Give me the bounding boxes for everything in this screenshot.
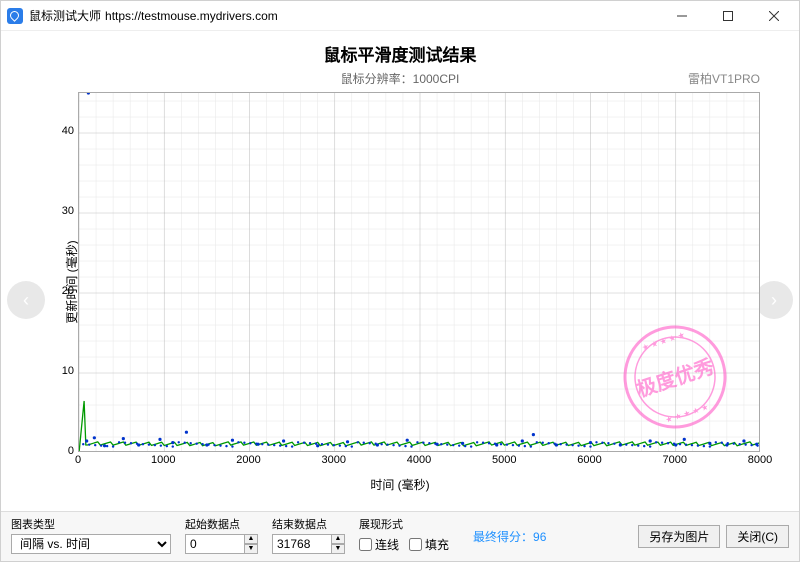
end-point-label: 结束数据点 bbox=[272, 516, 345, 532]
start-spin-down[interactable]: ▼ bbox=[244, 544, 258, 554]
window-titlebar: 鼠标测试大师 https://testmouse.mydrivers.com bbox=[1, 1, 799, 31]
x-tick-label: 3000 bbox=[322, 454, 346, 466]
x-tick-label: 4000 bbox=[407, 454, 431, 466]
content-area: ‹ › 鼠标平滑度测试结果 鼠标分辨率：1000CPI 雷柏VT1PRO 更新时… bbox=[1, 31, 799, 511]
x-tick-label: 7000 bbox=[663, 454, 687, 466]
chart-canvas bbox=[78, 92, 760, 452]
app-url: https://testmouse.mydrivers.com bbox=[105, 9, 278, 23]
y-tick-label: 10 bbox=[44, 365, 74, 377]
render-style-label: 展现形式 bbox=[359, 516, 449, 532]
y-tick-label: 20 bbox=[44, 285, 74, 297]
checkbox-line-label[interactable]: 连线 bbox=[359, 536, 399, 553]
end-point-input[interactable] bbox=[272, 534, 332, 554]
checkbox-fill[interactable] bbox=[409, 538, 422, 551]
checkbox-line[interactable] bbox=[359, 538, 372, 551]
minimize-button[interactable] bbox=[659, 1, 705, 31]
chevron-right-icon: › bbox=[771, 290, 777, 311]
maximize-button[interactable] bbox=[705, 1, 751, 31]
start-point-label: 起始数据点 bbox=[185, 516, 258, 532]
chevron-left-icon: ‹ bbox=[23, 290, 29, 311]
score-display: 最终得分：96 bbox=[473, 528, 546, 545]
start-point-input[interactable] bbox=[185, 534, 245, 554]
score-label: 最终得分： bbox=[473, 530, 533, 544]
x-tick-label: 5000 bbox=[492, 454, 516, 466]
start-spin-up[interactable]: ▲ bbox=[244, 534, 258, 544]
y-tick-label: 30 bbox=[44, 205, 74, 217]
x-tick-label: 8000 bbox=[748, 454, 772, 466]
checkbox-fill-text: 填充 bbox=[425, 536, 449, 553]
app-icon bbox=[7, 8, 23, 24]
y-tick-label: 0 bbox=[44, 445, 74, 457]
next-page-button[interactable]: › bbox=[755, 281, 793, 319]
checkbox-line-text: 连线 bbox=[375, 536, 399, 553]
close-window-button[interactable] bbox=[751, 1, 797, 31]
chart-type-label: 图表类型 bbox=[11, 516, 171, 532]
score-value: 96 bbox=[533, 530, 546, 544]
checkbox-fill-label[interactable]: 填充 bbox=[409, 536, 449, 553]
chart-subtitle: 鼠标分辨率：1000CPI bbox=[341, 70, 460, 88]
y-tick-label: 40 bbox=[44, 125, 74, 137]
chart-container: 鼠标平滑度测试结果 鼠标分辨率：1000CPI 雷柏VT1PRO 更新时间 (毫… bbox=[40, 41, 760, 493]
app-title: 鼠标测试大师 bbox=[29, 7, 101, 24]
save-image-button[interactable]: 另存为图片 bbox=[638, 525, 720, 548]
x-tick-label: 6000 bbox=[577, 454, 601, 466]
close-button[interactable]: 关闭(C) bbox=[726, 525, 789, 548]
x-tick-label: 0 bbox=[75, 454, 81, 466]
chart-type-select[interactable]: 间隔 vs. 时间 bbox=[11, 534, 171, 554]
bottom-panel: 图表类型 间隔 vs. 时间 起始数据点 ▲ ▼ 结束数据点 ▲ ▼ 展现形式 bbox=[1, 511, 799, 561]
plot-area: 更新时间 (毫秒) 010203040 01000200030004000500… bbox=[40, 92, 760, 472]
x-tick-label: 1000 bbox=[151, 454, 175, 466]
end-spin-down[interactable]: ▼ bbox=[331, 544, 345, 554]
chart-title: 鼠标平滑度测试结果 bbox=[40, 41, 760, 66]
x-axis-label: 时间 (毫秒) bbox=[40, 476, 760, 493]
end-spin-up[interactable]: ▲ bbox=[331, 534, 345, 544]
device-label: 雷柏VT1PRO bbox=[688, 70, 760, 87]
x-tick-label: 2000 bbox=[236, 454, 260, 466]
